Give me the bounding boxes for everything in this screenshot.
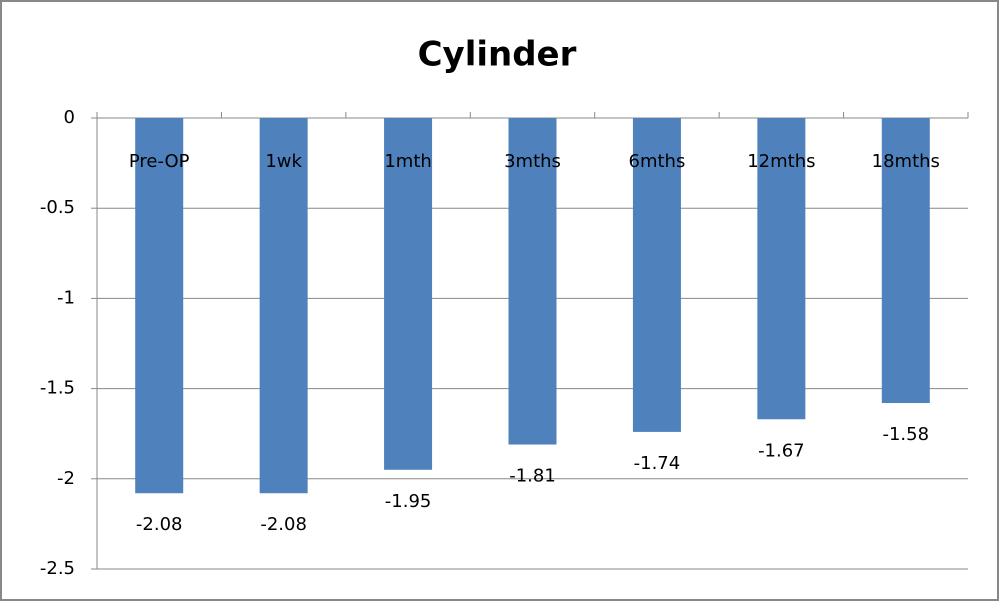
bar (757, 118, 806, 420)
data-label: -1.58 (882, 424, 929, 445)
y-tick-label: -0.5 (40, 197, 75, 218)
x-tick-label: 6mths (629, 151, 686, 172)
x-tick-label: Pre-OP (129, 151, 190, 172)
data-label: -1.95 (385, 491, 432, 512)
y-tick-label: -2 (57, 468, 75, 489)
chart-title: Cylinder (418, 35, 577, 75)
y-tick-label: 0 (64, 107, 75, 128)
x-tick-label: 1mth (384, 151, 431, 172)
x-tick-label: 1wk (265, 151, 302, 172)
y-tick-label: -1.5 (40, 378, 75, 399)
bar (135, 118, 184, 494)
bar (384, 118, 433, 470)
bar (508, 118, 557, 445)
x-tick-label: 3mths (504, 151, 561, 172)
x-tick-label: 12mths (747, 151, 815, 172)
bar (632, 118, 681, 432)
data-label: -2.08 (260, 514, 307, 535)
data-label: -1.74 (634, 453, 681, 474)
bar (259, 118, 308, 494)
bar (881, 118, 930, 404)
x-tick-label: 18mths (872, 151, 940, 172)
data-label: -1.67 (758, 440, 805, 461)
y-tick-label: -1 (57, 287, 75, 308)
data-label: -2.08 (136, 514, 183, 535)
y-tick-label: -2.5 (40, 558, 75, 579)
data-label: -1.81 (509, 466, 556, 487)
